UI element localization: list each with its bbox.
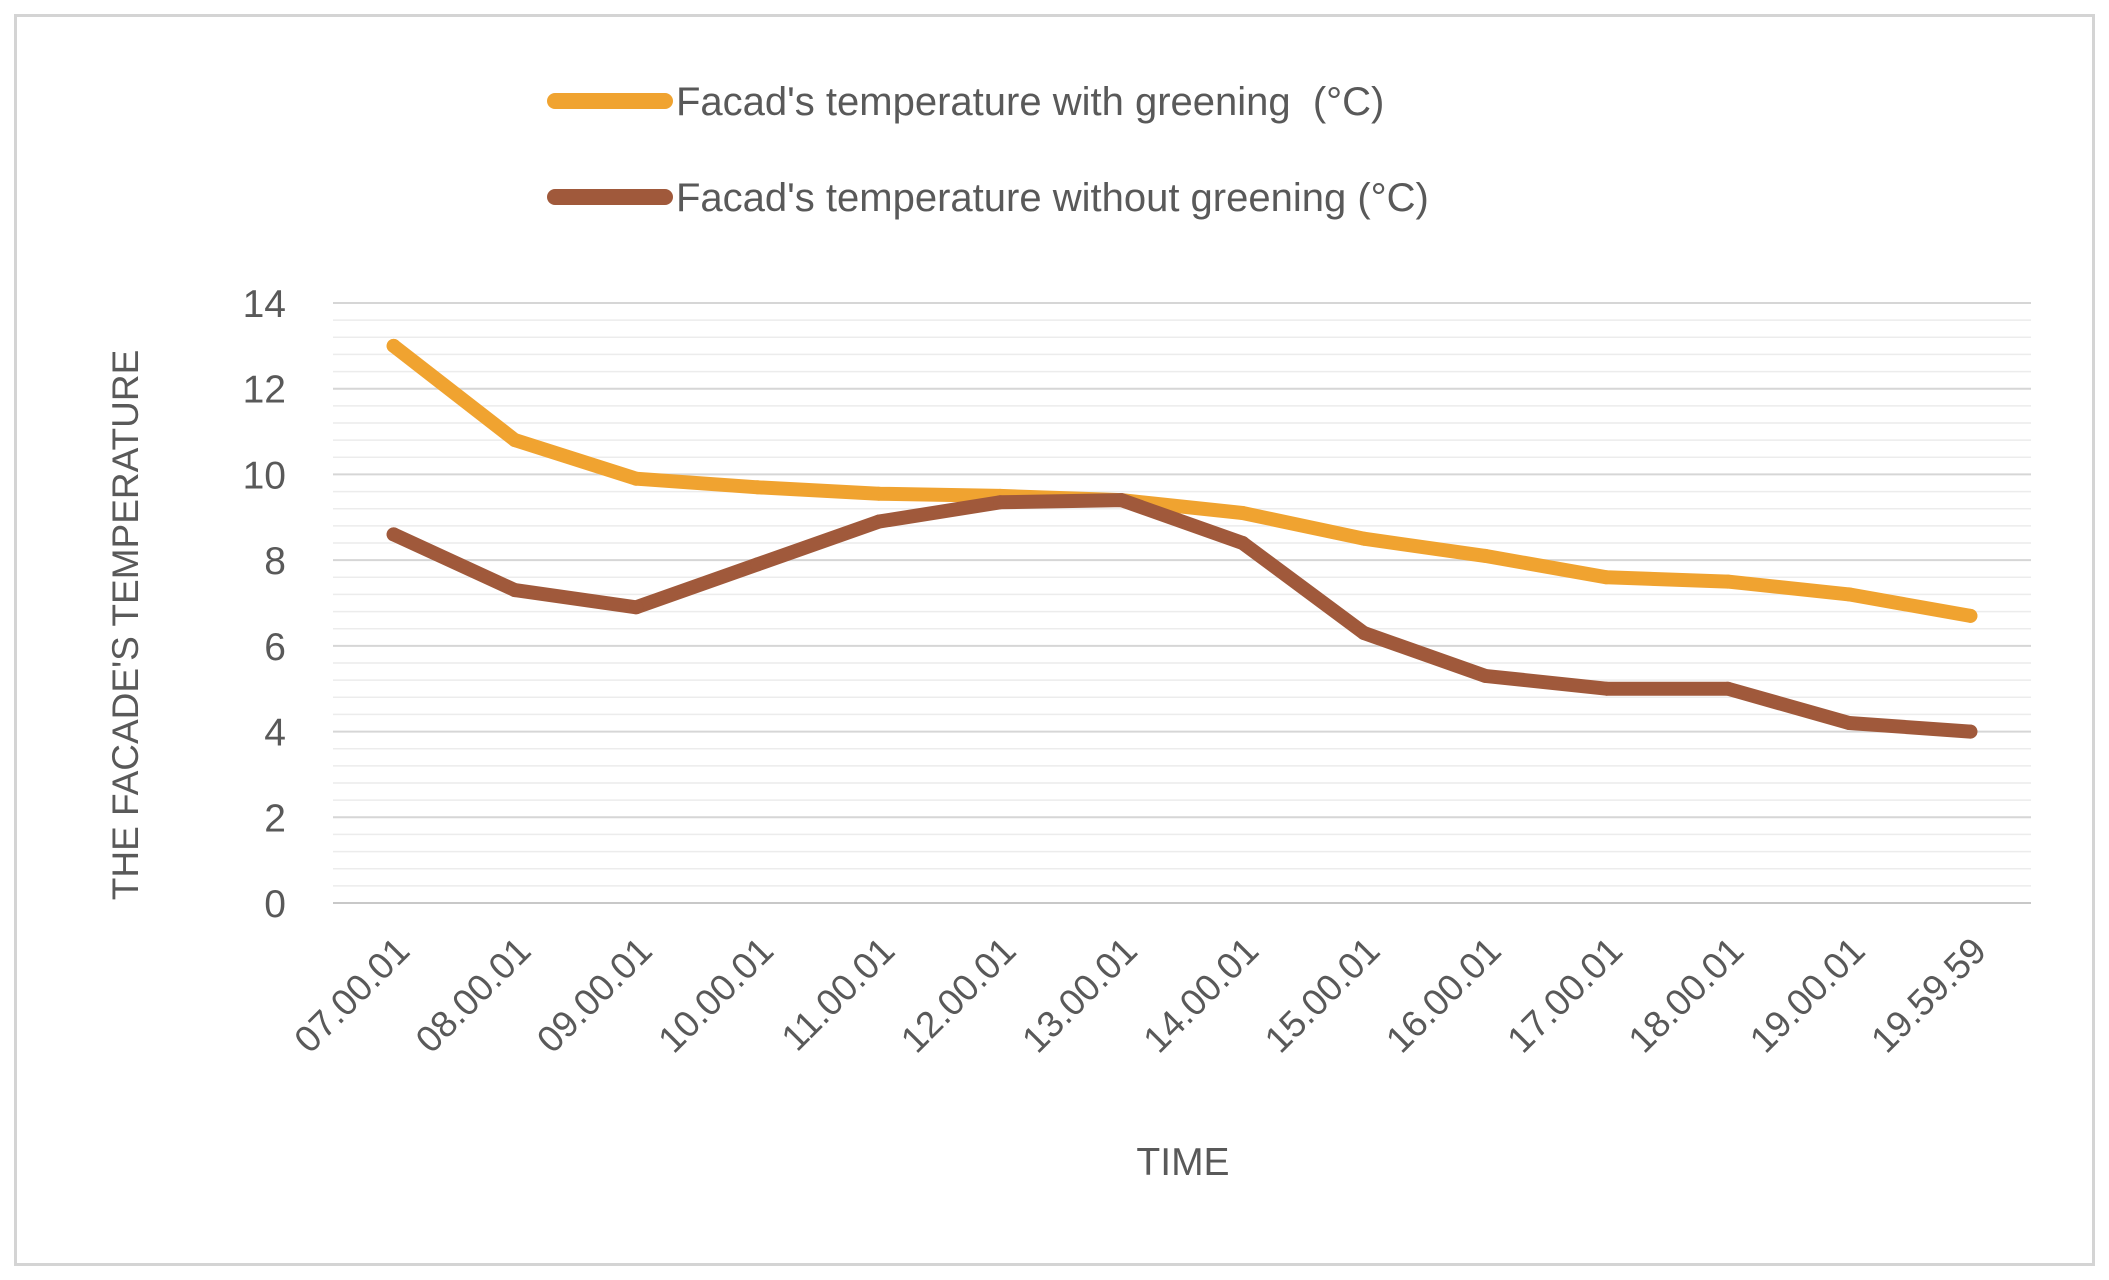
point-with-greening <box>629 471 644 486</box>
y-tick-label: 14 <box>243 283 286 326</box>
point-with-greening <box>1599 570 1614 585</box>
point-without-greening <box>993 495 1008 510</box>
x-tick-label: 10.00.01 <box>650 930 781 1061</box>
point-with-greening <box>871 486 886 501</box>
x-tick-label: 07.00.01 <box>286 930 417 1061</box>
point-without-greening <box>1720 681 1735 696</box>
legend-entry-without-greening: Facad's temperature without greening (°C… <box>547 176 1429 220</box>
point-without-greening <box>1842 716 1857 730</box>
y-tick-label: 10 <box>243 454 286 497</box>
x-tick-label: 09.00.01 <box>529 930 660 1061</box>
point-with-greening <box>750 480 765 495</box>
point-with-greening <box>1478 548 1493 563</box>
x-tick-label: 19.00.01 <box>1742 930 1873 1061</box>
x-tick-label: 17.00.01 <box>1499 930 1630 1061</box>
series-line-with-greening <box>386 338 1978 623</box>
point-with-greening <box>507 433 522 448</box>
x-tick-label: 12.00.01 <box>893 930 1024 1061</box>
chart-frame <box>14 14 2095 1266</box>
x-tick-label: 11.00.01 <box>774 930 903 1059</box>
grid-lines <box>333 302 2031 904</box>
x-tick-label: 18.00.01 <box>1621 930 1752 1061</box>
y-tick-label: 4 <box>264 712 286 755</box>
x-tick-label: 16.00.01 <box>1378 930 1509 1061</box>
point-without-greening <box>1963 724 1978 739</box>
legend-label-without-greening: Facad's temperature without greening (°C… <box>676 176 1429 220</box>
series-lines <box>386 338 1978 739</box>
legend-entry-with-greening: Facad's temperature with greening (°C) <box>547 80 1384 124</box>
point-without-greening <box>386 527 401 542</box>
legend-label-with-greening: Facad's temperature with greening (°C) <box>676 80 1384 124</box>
point-without-greening <box>1599 681 1614 696</box>
y-axis-title: THE FACADE'S TEMPERATURE <box>105 350 146 901</box>
legend: Facad's temperature with greening (°C) F… <box>547 80 1429 220</box>
point-with-greening <box>1842 587 1857 602</box>
y-tick-label: 8 <box>264 540 286 583</box>
x-tick-label: 15.00.01 <box>1257 930 1388 1061</box>
point-without-greening <box>507 583 522 598</box>
y-tick-label: 2 <box>264 797 286 840</box>
x-tick-label: 13.00.01 <box>1014 930 1145 1061</box>
point-without-greening <box>871 514 886 529</box>
point-without-greening <box>1114 493 1129 508</box>
series-line-without-greening <box>386 493 1978 739</box>
y-tick-label: 6 <box>264 626 286 669</box>
point-without-greening <box>629 600 644 615</box>
x-tick-label: 19.59.59 <box>1863 930 1994 1061</box>
x-tick-label: 14.00.01 <box>1135 930 1266 1061</box>
point-without-greening <box>1478 668 1493 683</box>
point-without-greening <box>1356 626 1371 640</box>
point-with-greening <box>1356 531 1371 546</box>
y-tick-label: 0 <box>264 883 286 926</box>
point-with-greening <box>1720 574 1735 589</box>
point-with-greening <box>1963 608 1978 623</box>
x-tick-label: 08.00.01 <box>408 930 539 1061</box>
x-axis-title: TIME <box>1136 1141 1229 1184</box>
y-tick-label: 12 <box>243 369 286 412</box>
point-with-greening <box>386 338 401 353</box>
point-with-greening <box>1235 506 1250 520</box>
point-without-greening <box>1235 536 1250 550</box>
y-axis-ticks: 0 2 4 6 8 10 12 14 <box>243 283 286 926</box>
point-without-greening <box>750 557 765 572</box>
x-axis-ticks: 07.00.0108.00.0109.00.0110.00.0111.00.01… <box>286 930 1994 1061</box>
